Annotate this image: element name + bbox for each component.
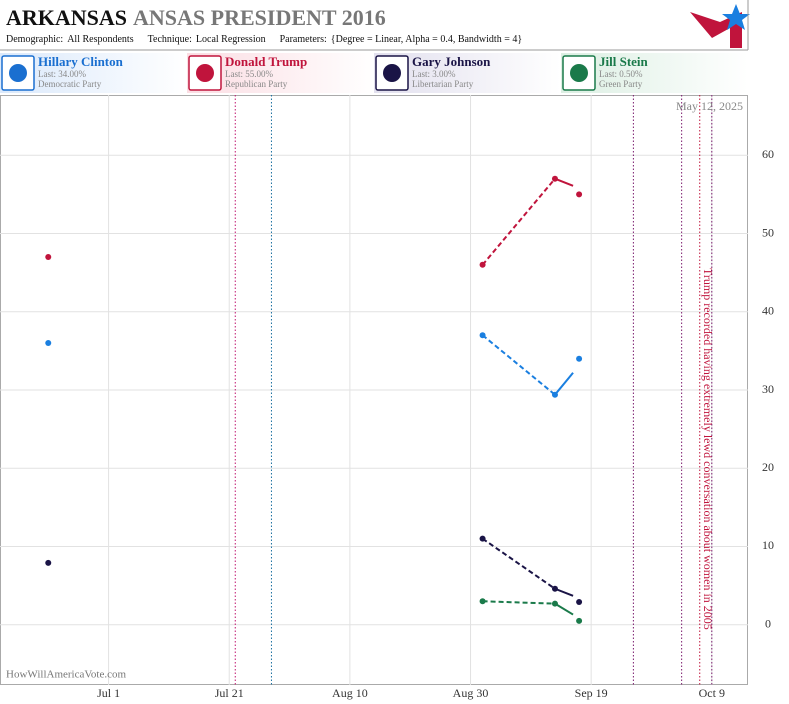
logo-stripe	[690, 12, 742, 48]
param-label: Technique:	[148, 34, 192, 45]
x-tick-label: Oct 9	[699, 686, 725, 700]
y-tick-label: 30	[762, 382, 774, 396]
poll-point	[576, 355, 583, 362]
param-label: Demographic:	[6, 34, 63, 45]
parameters: Demographic: All Respondents Technique: Loc…	[6, 34, 522, 45]
card-icon-glyph	[9, 64, 27, 82]
x-tick-label: Aug 30	[453, 686, 489, 700]
param-value: All Respondents	[67, 34, 133, 45]
plot: 0 10 20 30 40 50 60 Jul 1 Jul 21 Aug 10 Aug 30 Sep …	[0, 95, 774, 700]
y-tick-label: 50	[762, 225, 774, 239]
candidate-party: Libertarian Party	[412, 79, 474, 89]
title-bold: ARKANSAS	[6, 5, 127, 30]
poll-point	[551, 585, 558, 592]
trend-line	[554, 587, 574, 597]
candidate-party: Green Party	[599, 79, 643, 89]
date-stamp: May 12, 2025	[676, 99, 743, 113]
candidate-name: Hillary Clinton	[38, 54, 124, 69]
poll-point	[479, 332, 486, 339]
candidate-party: Republican Party	[225, 79, 288, 89]
trend-line	[481, 334, 556, 396]
y-tick-label: 20	[762, 460, 774, 474]
title: ARKANSAS ANSAS PRESIDENT 2016	[6, 5, 386, 30]
param-value: {Degree = Linear, Alpha = 0.4, Bandwidth…	[331, 34, 522, 45]
candidate-name: Gary Johnson	[412, 54, 491, 69]
trend-line	[481, 178, 556, 266]
candidate-party: Democratic Party	[38, 79, 102, 89]
param-label: Parameters:	[280, 34, 327, 45]
poll-point	[45, 559, 52, 566]
trend-line	[482, 600, 556, 605]
y-tick-label: 0	[765, 616, 771, 630]
x-tick-label: Jul 21	[215, 686, 244, 700]
poll-point	[479, 535, 486, 542]
x-tick-label: Aug 10	[332, 686, 368, 700]
poll-point	[479, 261, 486, 268]
poll-point	[45, 253, 52, 260]
poll-point	[479, 598, 486, 605]
candidate-last: Last: 55.00%	[225, 69, 273, 79]
candidate-last: Last: 3.00%	[412, 69, 456, 79]
card-icon-glyph	[570, 64, 588, 82]
logo	[690, 4, 750, 48]
y-tick-label: 60	[762, 147, 774, 161]
x-tick-label: Jul 1	[97, 686, 120, 700]
x-tick-label: Sep 19	[575, 686, 608, 700]
event-label: Trump recorded having extremely lewd con…	[701, 268, 715, 630]
candidate-name: Donald Trump	[225, 54, 307, 69]
candidate-last: Last: 34.00%	[38, 69, 86, 79]
trend-line	[554, 177, 574, 187]
trend-line	[554, 602, 574, 616]
param-value: Local Regression	[196, 34, 266, 45]
card-icon-glyph	[383, 64, 401, 82]
poll-point	[576, 191, 583, 198]
logo-star	[722, 4, 750, 30]
poll-point	[576, 617, 583, 624]
trend-line	[554, 372, 574, 396]
y-tick-label: 10	[762, 538, 774, 552]
title-rest: ANSAS PRESIDENT 2016	[133, 5, 386, 30]
poll-point	[551, 175, 558, 182]
candidate-name: Jill Stein	[599, 54, 649, 69]
candidate-last: Last: 0.50%	[599, 69, 643, 79]
watermark: HowWillAmericaVote.com	[6, 669, 126, 681]
y-tick-label: 40	[762, 304, 774, 318]
poll-point	[551, 391, 558, 398]
trend-line	[482, 537, 556, 590]
card-icon-glyph	[196, 64, 214, 82]
poll-point	[551, 600, 558, 607]
poll-point	[576, 599, 583, 606]
poll-point	[45, 340, 52, 347]
